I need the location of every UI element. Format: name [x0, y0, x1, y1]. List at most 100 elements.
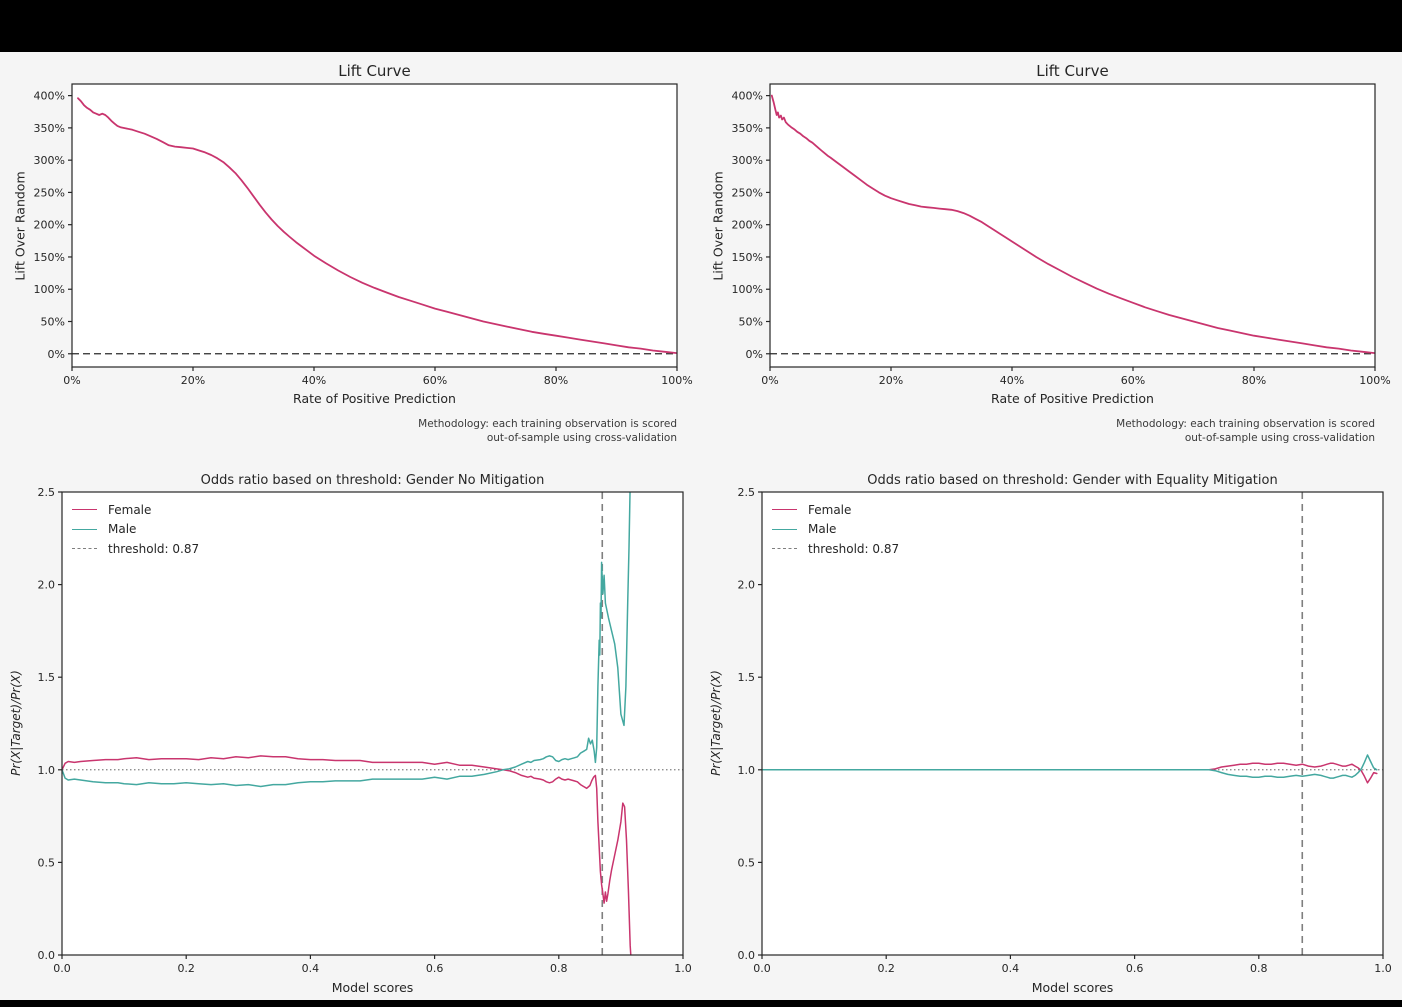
lift_right-plot-area — [770, 84, 1375, 367]
note-line: Methodology: each training observation i… — [418, 418, 677, 430]
female-line-swatch — [772, 509, 797, 511]
x-tick-label: 0.8 — [550, 962, 568, 975]
x-tick-label: 60% — [423, 374, 447, 387]
lift_left-lift-line — [77, 97, 677, 355]
y-tick-label: 250% — [34, 186, 65, 199]
odds_right-plot-area — [762, 492, 1383, 955]
legend-row-female: Female — [772, 500, 899, 520]
odds-left-ylabel: Pr(X|Target)/Pr(X) — [9, 670, 23, 776]
lift_right-series-group — [770, 94, 1375, 355]
y-tick-label: 200% — [732, 219, 763, 232]
x-tick-label: 0.2 — [177, 962, 195, 975]
y-tick-label: 1.0 — [38, 764, 56, 777]
y-tick-label: 1.5 — [738, 671, 756, 684]
x-tick-label: 20% — [879, 374, 903, 387]
y-tick-label: 400% — [732, 90, 763, 103]
y-tick-label: 0% — [48, 348, 65, 361]
x-tick-label: 60% — [1121, 374, 1145, 387]
x-tick-label: 100% — [1359, 374, 1390, 387]
x-tick-label: 100% — [661, 374, 692, 387]
x-tick-label: 0.0 — [53, 962, 71, 975]
male-line-swatch — [72, 528, 97, 530]
y-tick-label: 350% — [732, 122, 763, 135]
y-tick-label: 250% — [732, 186, 763, 199]
odds_left-series-group — [62, 492, 632, 955]
y-tick-label: 50% — [41, 316, 65, 329]
odds_right-spines — [761, 491, 1384, 956]
odds_left-female-line — [62, 755, 632, 955]
y-tick-label: 1.5 — [38, 671, 56, 684]
y-tick-label: 200% — [34, 219, 65, 232]
x-tick-label: 1.0 — [674, 962, 692, 975]
y-tick-label: 100% — [732, 283, 763, 296]
lift-left-methodology-note: Methodology: each training observation i… — [418, 418, 677, 445]
lift-right-xlabel: Rate of Positive Prediction — [991, 391, 1154, 406]
y-tick-label: 100% — [34, 283, 65, 296]
y-tick-label: 400% — [34, 90, 65, 103]
legend-label: Male — [108, 522, 137, 537]
y-tick-label: 2.5 — [738, 486, 756, 499]
note-line: out-of-sample using cross-validation — [486, 431, 677, 444]
odds-left-title: Odds ratio based on threshold: Gender No… — [200, 473, 545, 488]
odds_right-series-group — [762, 754, 1378, 784]
x-tick-label: 0.4 — [302, 962, 320, 975]
lift-left-ylabel: Lift Over Random — [12, 171, 28, 281]
x-tick-label: 0.4 — [1002, 962, 1020, 975]
lift-right-title: Lift Curve — [1036, 62, 1109, 80]
lift_right-spines — [769, 83, 1376, 368]
legend-row-threshold: threshold: 0.87 — [772, 539, 899, 559]
y-tick-label: 300% — [732, 154, 763, 167]
x-tick-label: 0% — [761, 374, 778, 387]
y-tick-label: 0% — [746, 348, 763, 361]
y-tick-label: 2.5 — [38, 486, 56, 499]
y-tick-label: 1.0 — [738, 764, 756, 777]
odds_left-plot-area — [62, 492, 683, 955]
lift_left-spines — [71, 83, 678, 368]
threshold-line-swatch — [72, 548, 97, 550]
legend-label: Male — [808, 522, 837, 537]
y-tick-label: 0.5 — [738, 856, 756, 869]
y-tick-label: 350% — [34, 122, 65, 135]
y-tick-label: 0.0 — [738, 949, 756, 962]
odds-left-xlabel: Model scores — [331, 980, 414, 995]
legend-label: threshold: 0.87 — [808, 541, 900, 556]
odds_left-male-line — [62, 492, 631, 788]
y-tick-label: 0.0 — [38, 949, 56, 962]
odds_left-spines — [61, 491, 684, 956]
lift_right-lift-line — [770, 94, 1375, 355]
y-tick-label: 2.0 — [38, 579, 56, 592]
x-tick-label: 0.6 — [1126, 962, 1144, 975]
lift-right-ylabel: Lift Over Random — [710, 171, 726, 281]
y-tick-label: 0.5 — [38, 856, 56, 869]
legend-label: Female — [108, 502, 152, 517]
legend-row-female: Female — [72, 500, 199, 520]
odds-right-ylabel: Pr(X|Target)/Pr(X) — [709, 670, 723, 776]
x-tick-label: 0.8 — [1250, 962, 1268, 975]
legend-label: Female — [808, 502, 852, 517]
x-tick-label: 1.0 — [1374, 962, 1392, 975]
lift-left-title: Lift Curve — [338, 62, 411, 80]
male-line-swatch — [772, 528, 797, 530]
odds-right-xlabel: Model scores — [1031, 980, 1114, 995]
y-tick-label: 2.0 — [738, 579, 756, 592]
y-tick-label: 300% — [34, 154, 65, 167]
lift_left-series-group — [77, 97, 677, 355]
x-tick-label: 20% — [181, 374, 205, 387]
x-tick-label: 80% — [1242, 374, 1266, 387]
x-tick-label: 0% — [63, 374, 80, 387]
y-tick-label: 150% — [34, 251, 65, 264]
note-line: Methodology: each training observation i… — [1116, 418, 1375, 430]
female-line-swatch — [72, 509, 97, 511]
x-tick-label: 0.0 — [753, 962, 771, 975]
lift-left-xlabel: Rate of Positive Prediction — [293, 391, 456, 406]
odds_right-male-line — [762, 754, 1378, 779]
x-tick-label: 40% — [1000, 374, 1024, 387]
legend-label: threshold: 0.87 — [108, 541, 200, 556]
lift-right-methodology-note: Methodology: each training observation i… — [1116, 418, 1375, 445]
x-tick-label: 0.6 — [426, 962, 444, 975]
legend-row-male: Male — [72, 520, 199, 540]
lift_left-plot-area — [72, 84, 677, 367]
y-tick-label: 150% — [732, 251, 763, 264]
